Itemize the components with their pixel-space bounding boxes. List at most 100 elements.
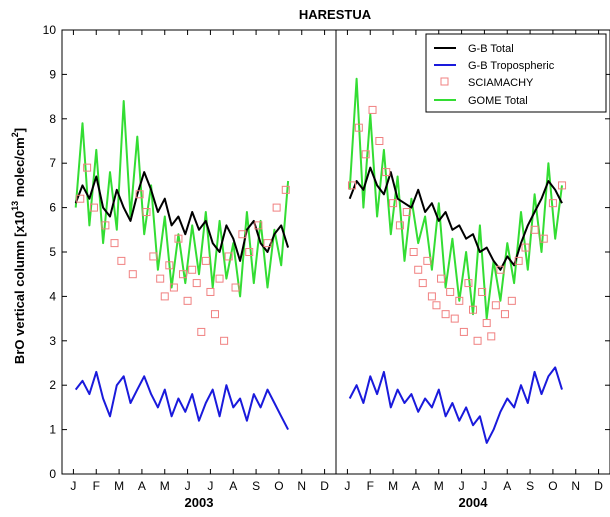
gome-total-line	[348, 77, 563, 320]
sciamachy-point	[558, 181, 567, 190]
y-tick-label: 9	[49, 67, 56, 81]
sciamachy-point	[455, 296, 464, 305]
sciamachy-point	[427, 292, 436, 301]
sciamachy-point	[395, 221, 404, 230]
sciamachy-point	[183, 296, 192, 305]
x-tick-label: A	[503, 479, 511, 493]
sciamachy-point	[281, 185, 290, 194]
sciamachy-point	[432, 301, 441, 310]
y-axis-label-main: BrO vertical column [x10	[12, 211, 27, 364]
gb-total-line	[348, 166, 563, 271]
sciamachy-point	[110, 239, 119, 248]
sciamachy-point	[215, 274, 224, 283]
sciamachy-point	[149, 252, 158, 261]
sciamachy-point	[487, 332, 496, 341]
sciamachy-point	[76, 194, 85, 203]
svg-text:BrO vertical column [x1013 mol: BrO vertical column [x1013 molec/cm2]	[10, 128, 27, 364]
sciamachy-point	[446, 287, 455, 296]
x-tick-label: J	[344, 479, 350, 493]
y-tick-label: 3	[49, 334, 56, 348]
sciamachy-point	[169, 283, 178, 292]
x-tick-label: J	[481, 479, 487, 493]
x-tick-label: J	[185, 479, 191, 493]
sciamachy-point	[389, 199, 398, 208]
x-tick-label: M	[388, 479, 398, 493]
sciamachy-point	[231, 283, 240, 292]
sciamachy-point	[521, 243, 530, 252]
y-tick-label: 10	[43, 23, 57, 37]
sciamachy-point	[238, 230, 247, 239]
year-label-2004: 2004	[459, 495, 489, 510]
sciamachy-point	[142, 208, 151, 217]
sciamachy-point	[402, 208, 411, 217]
y-axis-label-close: ]	[12, 128, 27, 132]
sciamachy-point	[464, 279, 473, 288]
x-tick-label: N	[297, 479, 306, 493]
sciamachy-point	[179, 270, 188, 279]
legend-item-gome: GOME Total	[434, 95, 528, 107]
gb-trop-line	[348, 366, 563, 444]
legend-label-gb-total: G-B Total	[468, 43, 514, 55]
sciamachy-point	[469, 305, 477, 314]
sciamachy-point	[272, 203, 281, 212]
sciamachy-point	[135, 190, 144, 199]
x-tick-label: F	[367, 479, 374, 493]
legend: G-B Total G-B Tropospheric SCIAMACHY GOM…	[425, 33, 607, 113]
y-axis-ticks: 0 1 2 3 4 5 6 7 8 9 10	[43, 23, 610, 481]
x-tick-label: J	[70, 479, 76, 493]
legend-swatch-sciamachy	[440, 77, 449, 86]
sciamachy-point	[491, 301, 500, 310]
x-tick-label: M	[434, 479, 444, 493]
sciamachy-point	[414, 265, 423, 274]
legend-label-sciamachy: SCIAMACHY	[468, 77, 534, 89]
sciamachy-point	[375, 137, 384, 145]
x-tick-label: F	[93, 479, 100, 493]
sciamachy-point	[89, 203, 98, 212]
sciamachy-point	[165, 261, 174, 270]
sciamachy-point	[174, 234, 183, 243]
sciamachy-point	[496, 265, 505, 274]
sciamachy-point	[500, 310, 509, 319]
x-tick-label: N	[571, 479, 580, 493]
y-tick-label: 0	[49, 467, 56, 481]
legend-item-gb-trop: G-B Tropospheric	[434, 60, 555, 72]
sciamachy-point	[224, 252, 233, 261]
sciamachy-point	[478, 287, 487, 296]
y-tick-label: 8	[49, 112, 56, 126]
sciamachy-point	[514, 256, 523, 265]
y-tick-label: 7	[49, 156, 56, 170]
x-tick-label: O	[548, 479, 557, 493]
sciamachy-point	[539, 234, 548, 243]
sciamachy-point	[354, 123, 363, 132]
x-tick-label: M	[160, 479, 170, 493]
sciamachy-point	[450, 314, 459, 323]
gb-trop-line	[74, 370, 289, 431]
sciamachy-point	[482, 319, 491, 328]
sciamachy-point	[188, 265, 197, 274]
sciamachy-point	[473, 336, 482, 345]
x-tick-label: D	[594, 479, 603, 493]
sciamachy-point	[263, 239, 272, 248]
y-axis-label-unit-exponent: 2	[10, 132, 20, 137]
y-axis-label: BrO vertical column [x1013 molec/cm2]	[10, 128, 27, 364]
sciamachy-point	[437, 274, 446, 283]
sciamachy-point	[117, 256, 126, 265]
y-axis-label-unit: molec/cm	[12, 137, 27, 201]
sciamachy-point	[156, 274, 165, 283]
chart-title: HARESTUA	[299, 7, 372, 22]
x-tick-label: A	[412, 479, 420, 493]
sciamachy-point	[210, 310, 219, 319]
sciamachy-point	[530, 225, 539, 234]
sciamachy-point	[507, 296, 516, 305]
x-tick-label: J	[207, 479, 213, 493]
sciamachy-point	[409, 248, 418, 256]
legend-item-gb-total: G-B Total	[434, 43, 514, 55]
sciamachy-point	[423, 256, 432, 265]
sciamachy-point	[361, 150, 370, 159]
y-tick-label: 6	[49, 201, 56, 215]
gb-total-line	[74, 171, 290, 262]
sciamachy-point	[245, 248, 254, 256]
sciamachy-point	[201, 256, 210, 265]
